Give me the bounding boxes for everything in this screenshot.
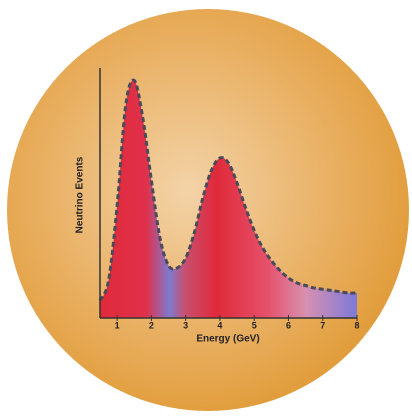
x-tick-label: 5 (252, 320, 257, 330)
x-tick-label: 6 (286, 320, 291, 330)
page: {"chart_data": {"type": "area", "x_label… (0, 0, 412, 411)
x-tick-label: 8 (354, 320, 359, 330)
x-tick-label: 4 (217, 320, 222, 330)
y-axis-label: Neutrino Events (75, 156, 86, 233)
x-tick-label: 3 (183, 320, 188, 330)
x-axis-label: Energy (GeV) (196, 334, 259, 345)
x-tick-label: 2 (149, 320, 154, 330)
x-tick-label: 7 (320, 320, 325, 330)
x-tick-label: 1 (115, 320, 120, 330)
chart: 1 2 3 4 5 6 7 8 Energy (GeV) Neutrino Events (0, 0, 412, 411)
